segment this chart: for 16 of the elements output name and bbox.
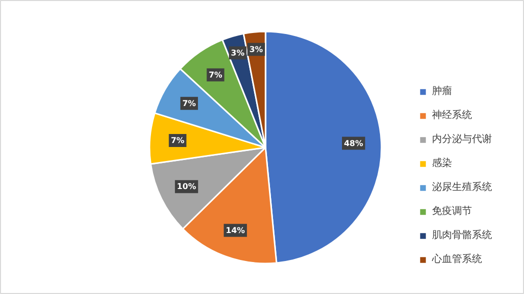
data-label: 3%	[230, 48, 245, 58]
legend-label: 肿瘤	[432, 84, 452, 98]
data-label: 10%	[176, 182, 196, 192]
data-label: 7%	[170, 136, 184, 146]
data-label: 7%	[208, 70, 222, 80]
legend-label: 免疫调节	[432, 204, 472, 218]
legend-label: 内分泌与代谢	[432, 132, 492, 146]
legend-label: 心血管系统	[432, 252, 482, 266]
legend-label: 神经系统	[432, 108, 472, 122]
legend-label: 感染	[432, 156, 452, 170]
legend-label: 肌肉骨骼系统	[432, 228, 492, 242]
data-label: 7%	[182, 98, 196, 108]
data-label: 3%	[249, 44, 263, 54]
legend-label: 泌尿生殖系统	[432, 180, 492, 194]
data-label: 48%	[344, 138, 364, 148]
data-label: 14%	[226, 226, 245, 235]
